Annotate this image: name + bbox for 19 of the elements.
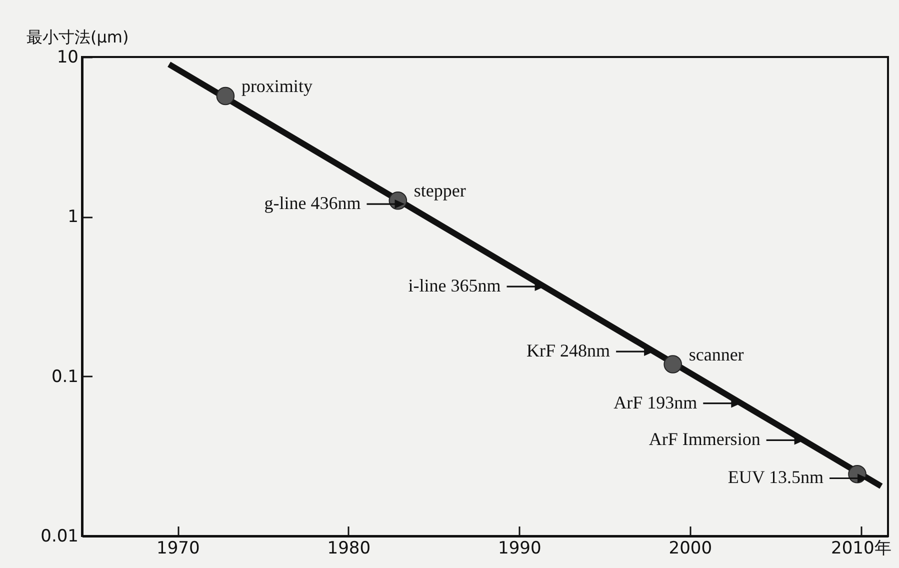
y-tick-label: 0.1 bbox=[51, 366, 78, 387]
x-tick-label: 2000 bbox=[668, 538, 712, 558]
x-tick-label: 1980 bbox=[327, 538, 371, 558]
annotation: ArF Immersion bbox=[648, 429, 760, 450]
annotation: i-line 365nm bbox=[408, 276, 501, 296]
x-tick-label: 1990 bbox=[498, 538, 542, 558]
y-tick-label: 1 bbox=[68, 207, 78, 228]
annotation: KrF 248nm bbox=[526, 340, 610, 361]
x-tick-label: 1970 bbox=[156, 538, 200, 558]
annotation: proximity bbox=[241, 76, 312, 96]
x-tick-label: 2010年 bbox=[831, 538, 892, 558]
annotation: g-line 436nm bbox=[264, 193, 361, 214]
annotation: ArF 193nm bbox=[614, 392, 698, 412]
y-tick-label: 0.01 bbox=[40, 526, 78, 546]
y-axis-title: 最小寸法(μm) bbox=[26, 28, 129, 46]
annotation: stepper bbox=[414, 180, 466, 201]
annotation: EUV 13.5nm bbox=[728, 467, 824, 488]
annotation: scanner bbox=[688, 344, 744, 364]
y-tick-label: 10 bbox=[56, 48, 78, 68]
